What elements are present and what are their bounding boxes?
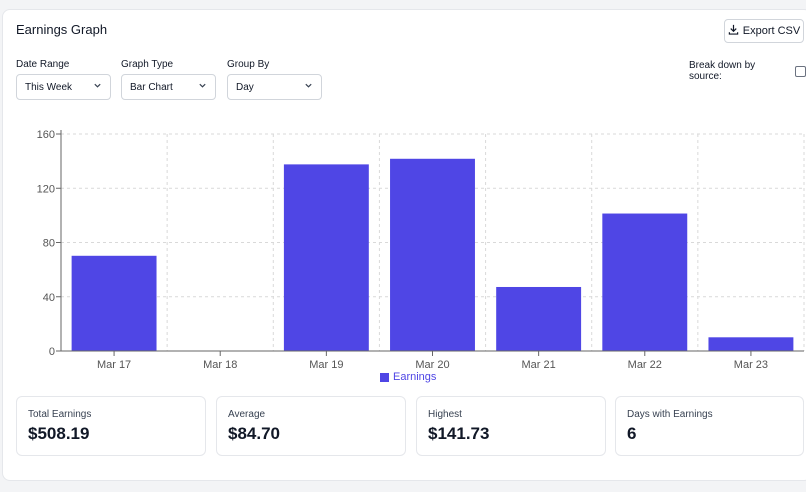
stat-value: $508.19 [28, 424, 90, 443]
y-tick-label: 120 [37, 183, 55, 195]
breakdown-toggle: Break down by source: [689, 60, 806, 82]
date-range-label: Date Range [16, 59, 70, 70]
x-tick-label: Mar 19 [309, 359, 343, 371]
date-range-control: Date Range This Week [16, 59, 111, 100]
chevron-down-icon [198, 81, 207, 93]
stat-total-earnings: Total Earnings $508.19 [16, 396, 206, 456]
y-tick-label: 80 [43, 238, 55, 250]
breakdown-checkbox[interactable] [795, 65, 806, 77]
breakdown-label: Break down by source: [689, 60, 756, 82]
x-tick-label: Mar 21 [522, 359, 556, 371]
bar-mar-17 [71, 255, 157, 351]
date-range-select[interactable]: This Week [16, 74, 111, 100]
group-by-select[interactable]: Day [227, 74, 322, 100]
stat-value: 6 [627, 424, 637, 443]
stat-value: $141.73 [428, 424, 490, 443]
graph-type-label: Graph Type [121, 59, 174, 70]
x-tick-label: Mar 20 [415, 359, 449, 371]
stat-label: Highest [428, 409, 462, 420]
earnings-chart: 0 40 80 120 160 Mar 17 Mar 18 Mar 19 Mar 20 Mar 2… [0, 115, 806, 385]
stat-label: Days with Earnings [627, 409, 713, 420]
graph-type-control: Graph Type Bar Chart [121, 59, 216, 100]
x-tick-label: Mar 23 [734, 359, 768, 371]
group-by-control: Group By Day [227, 59, 322, 100]
download-icon [728, 24, 739, 38]
stat-label: Average [228, 409, 266, 420]
x-tick-label: Mar 17 [97, 359, 131, 371]
stat-average: Average $84.70 [216, 396, 406, 456]
chart-svg: 0 40 80 120 160 Mar 17 Mar 18 Mar 19 Mar 20 Mar 2… [37, 129, 805, 371]
export-csv-label: Export CSV [742, 25, 801, 37]
x-tick-label: Mar 18 [203, 359, 237, 371]
x-tick-label: Mar 22 [628, 359, 662, 371]
bar-mar-22 [602, 213, 688, 351]
export-csv-button[interactable]: Export CSV [724, 19, 804, 43]
chevron-down-icon [93, 81, 102, 93]
bar-mar-20 [390, 158, 475, 351]
y-tick-label: 160 [37, 129, 55, 141]
legend-label: Earnings [393, 371, 437, 383]
graph-type-select[interactable]: Bar Chart [121, 74, 216, 100]
chevron-down-icon [304, 81, 313, 93]
y-tick-label: 0 [49, 346, 55, 358]
stat-highest: Highest $141.73 [416, 396, 606, 456]
stat-value: $84.70 [228, 424, 280, 443]
bar-mar-19 [283, 164, 369, 351]
stat-label: Total Earnings [28, 409, 92, 420]
bar-mar-21 [496, 286, 582, 351]
graph-type-value: Bar Chart [130, 81, 173, 93]
group-by-label: Group By [227, 59, 270, 70]
stat-days-with-earnings: Days with Earnings 6 [615, 396, 804, 456]
bar-mar-23 [708, 337, 794, 351]
chart-legend[interactable]: Earnings [380, 371, 436, 383]
date-range-value: This Week [25, 81, 73, 93]
legend-swatch [380, 372, 389, 382]
group-by-value: Day [236, 81, 254, 93]
page-title: Earnings Graph [16, 22, 108, 37]
y-tick-label: 40 [43, 292, 55, 304]
